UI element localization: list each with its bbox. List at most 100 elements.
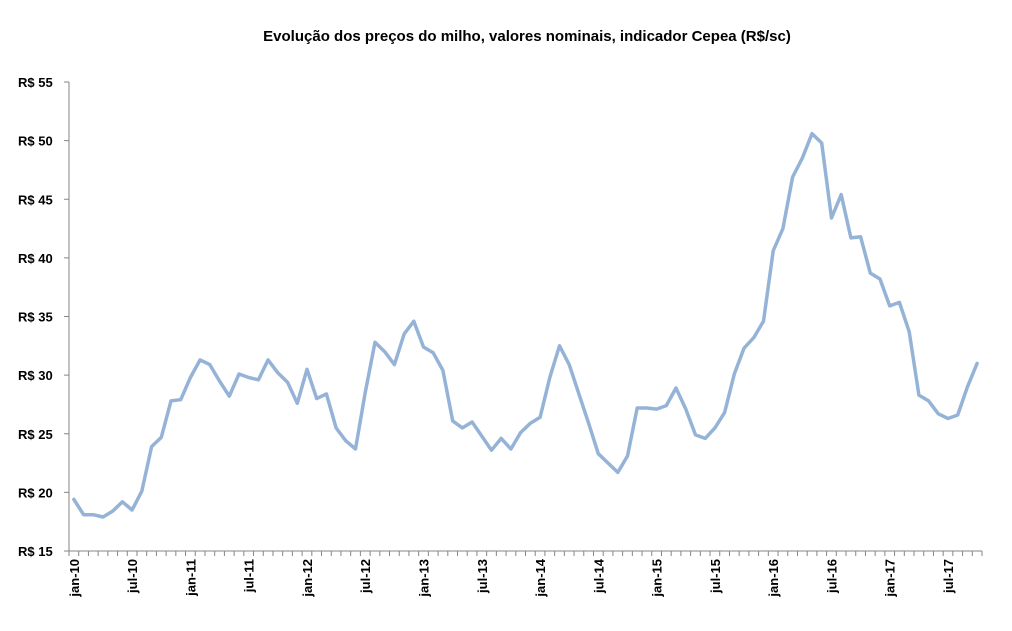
- x-tick-label: jul-16: [824, 559, 839, 594]
- data-point: [685, 408, 687, 410]
- y-tick-label: R$ 15: [18, 544, 53, 559]
- data-point: [403, 333, 405, 335]
- data-point: [859, 236, 861, 238]
- data-point: [92, 513, 94, 515]
- data-point: [869, 272, 871, 274]
- data-point: [597, 452, 599, 454]
- series-group: [72, 131, 979, 519]
- data-point: [510, 448, 512, 450]
- y-tick-label: R$ 40: [18, 251, 53, 266]
- data-point: [723, 411, 725, 413]
- y-tick-label: R$ 50: [18, 134, 53, 149]
- data-point: [908, 331, 910, 333]
- x-tick-label: jan-11: [183, 559, 198, 597]
- x-tick-label: jul-12: [358, 559, 373, 594]
- data-point: [782, 227, 784, 229]
- x-tick-label: jul-15: [708, 559, 723, 594]
- data-point: [811, 132, 813, 134]
- x-tick-label: jul-14: [591, 558, 606, 594]
- data-point: [325, 393, 327, 395]
- data-point: [840, 193, 842, 195]
- data-point: [879, 278, 881, 280]
- x-tick-label: jul-13: [475, 559, 490, 594]
- data-point: [471, 421, 473, 423]
- data-point: [655, 408, 657, 410]
- x-axis: jan-10 jul-10 jan-11 jul-11 jan-12 jul-12 jan-…: [67, 550, 983, 598]
- data-point: [286, 381, 288, 383]
- x-tick-label: jan-13: [417, 559, 432, 598]
- x-tick-label: jan-12: [300, 559, 315, 598]
- data-point: [529, 422, 531, 424]
- data-point: [821, 142, 823, 144]
- chart-title: Evolução dos preços do milho, valores no…: [263, 28, 791, 45]
- data-point: [413, 320, 415, 322]
- y-tick-label: R$ 55: [18, 75, 53, 90]
- data-point: [345, 440, 347, 442]
- data-point: [898, 301, 900, 303]
- data-point: [607, 462, 609, 464]
- data-point: [422, 346, 424, 348]
- data-point: [558, 345, 560, 347]
- data-point: [714, 427, 716, 429]
- data-point: [209, 363, 211, 365]
- data-point: [957, 414, 959, 416]
- data-point: [267, 359, 269, 361]
- data-point: [704, 437, 706, 439]
- data-point: [383, 350, 385, 352]
- data-point: [131, 509, 133, 511]
- data-point: [277, 372, 279, 374]
- data-point: [102, 516, 104, 518]
- data-point: [830, 217, 832, 219]
- data-point: [218, 380, 220, 382]
- data-point: [694, 434, 696, 436]
- data-point: [354, 448, 356, 450]
- data-point: [228, 395, 230, 397]
- x-tick-label: jan-14: [533, 558, 548, 597]
- y-tick-label: R$ 35: [18, 310, 53, 325]
- data-point: [432, 352, 434, 354]
- data-point: [927, 400, 929, 402]
- data-point: [490, 449, 492, 451]
- data-point: [889, 305, 891, 307]
- data-point: [549, 376, 551, 378]
- data-point: [393, 363, 395, 365]
- data-point: [743, 347, 745, 349]
- data-point: [753, 336, 755, 338]
- data-point: [121, 501, 123, 503]
- data-point: [976, 362, 978, 364]
- x-tick-label: jul-10: [125, 559, 140, 594]
- y-tick-label: R$ 25: [18, 427, 53, 442]
- data-point: [937, 413, 939, 415]
- data-point: [296, 402, 298, 404]
- data-point: [364, 392, 366, 394]
- data-point: [772, 250, 774, 252]
- y-axis: R$ 15 R$ 20 R$ 25 R$ 30 R$ 35 R$ 40 R$ 45 R$ 50…: [18, 75, 70, 559]
- data-point: [918, 394, 920, 396]
- data-point: [141, 490, 143, 492]
- data-point: [335, 427, 337, 429]
- data-point: [170, 400, 172, 402]
- data-point: [150, 445, 152, 447]
- data-point: [568, 363, 570, 365]
- x-tick-label: jan-10: [67, 559, 82, 598]
- data-point: [617, 471, 619, 473]
- x-tick-label: jul-17: [941, 559, 956, 594]
- data-point: [947, 417, 949, 419]
- data-point: [73, 498, 75, 500]
- data-point: [762, 320, 764, 322]
- data-point: [733, 373, 735, 375]
- data-point: [257, 379, 259, 381]
- data-point: [587, 422, 589, 424]
- y-tick-label: R$ 45: [18, 192, 53, 207]
- data-point: [850, 237, 852, 239]
- data-point: [481, 435, 483, 437]
- x-tick-label: jan-17: [883, 559, 898, 598]
- data-point: [238, 373, 240, 375]
- data-point: [189, 376, 191, 378]
- data-point: [442, 369, 444, 371]
- data-point: [160, 436, 162, 438]
- data-point: [665, 404, 667, 406]
- data-point: [791, 176, 793, 178]
